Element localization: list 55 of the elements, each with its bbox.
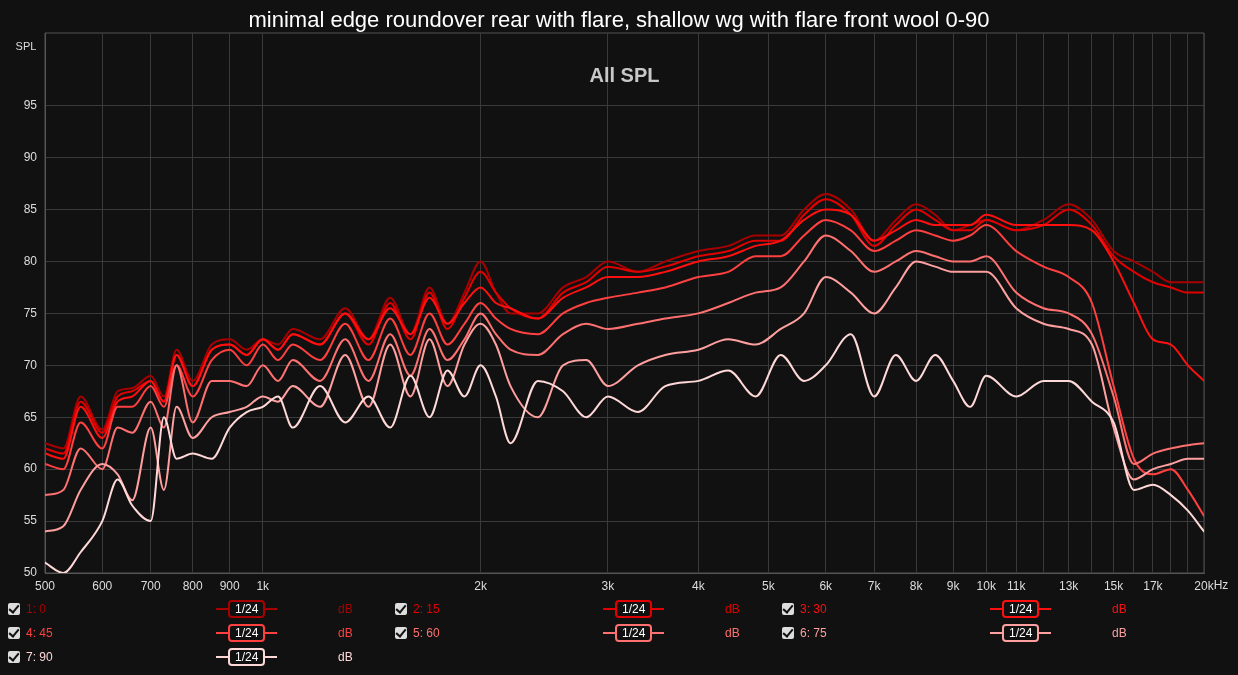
x-tick-label: 500 — [34, 578, 56, 593]
text: 3: 30 — [800, 601, 828, 616]
x-tick-label: 15k — [1103, 578, 1125, 593]
text: dB — [725, 601, 740, 616]
x-tick-label: 900 — [219, 578, 241, 593]
y-tick-label: 65 — [23, 409, 38, 424]
text: dB — [338, 601, 353, 616]
x-tick-label: 700 — [140, 578, 162, 593]
y-axis-title: SPL — [15, 40, 37, 53]
text: 1/24 — [1002, 599, 1040, 618]
text: 1/24 — [615, 599, 653, 618]
x-tick-label: 600 — [92, 578, 113, 593]
x-tick-label: 8k — [909, 578, 924, 593]
x-axis-title: Hz — [1213, 578, 1229, 593]
text: dB — [1112, 625, 1127, 640]
text: dB — [725, 625, 740, 640]
x-tick-label: 5k — [762, 578, 776, 593]
text: 6: 75 — [800, 625, 828, 640]
x-tick-label: 1k — [256, 578, 271, 593]
text: All SPL — [589, 63, 660, 86]
y-tick-label: 55 — [23, 513, 38, 528]
y-tick-label: 50 — [23, 565, 38, 580]
x-tick-label: 7k — [867, 578, 882, 593]
y-tick-label: 70 — [23, 357, 38, 372]
text: 1: 0 — [26, 601, 47, 616]
x-tick-label: 4k — [691, 578, 706, 593]
y-tick-label: 75 — [23, 305, 38, 320]
y-tick-label: 85 — [23, 201, 38, 216]
y-tick-label: 60 — [23, 461, 38, 476]
x-tick-label: 17k — [1143, 578, 1164, 593]
text: 1/24 — [228, 599, 266, 618]
x-tick-label: 800 — [182, 578, 203, 593]
text: 7: 90 — [26, 649, 54, 664]
x-tick-label: 10k — [976, 578, 997, 593]
y-tick-label: 90 — [23, 149, 38, 164]
text: dB — [338, 625, 353, 640]
text: 1/24 — [1002, 623, 1040, 642]
chart-title: minimal edge roundover rear with flare, shallow wg with flare front wool 0-90 — [248, 7, 990, 33]
x-tick-label: 2k — [474, 578, 488, 593]
text: 1/24 — [228, 623, 266, 642]
text: dB — [1112, 601, 1127, 616]
y-tick-label: 80 — [23, 253, 38, 268]
text: 5: 60 — [413, 625, 441, 640]
x-tick-label: 11k — [1006, 578, 1027, 593]
y-tick-label: 95 — [23, 98, 38, 112]
text: 4: 45 — [26, 625, 54, 640]
x-tick-label: 13k — [1058, 578, 1080, 593]
text: dB — [338, 649, 353, 664]
text: 1/24 — [228, 647, 266, 666]
x-tick-label: 3k — [601, 578, 616, 593]
x-tick-label: 6k — [819, 578, 834, 593]
x-tick-label: 20k — [1194, 578, 1215, 593]
text: 2: 15 — [413, 601, 441, 616]
text: 1/24 — [615, 623, 653, 642]
x-tick-label: 9k — [946, 578, 961, 593]
